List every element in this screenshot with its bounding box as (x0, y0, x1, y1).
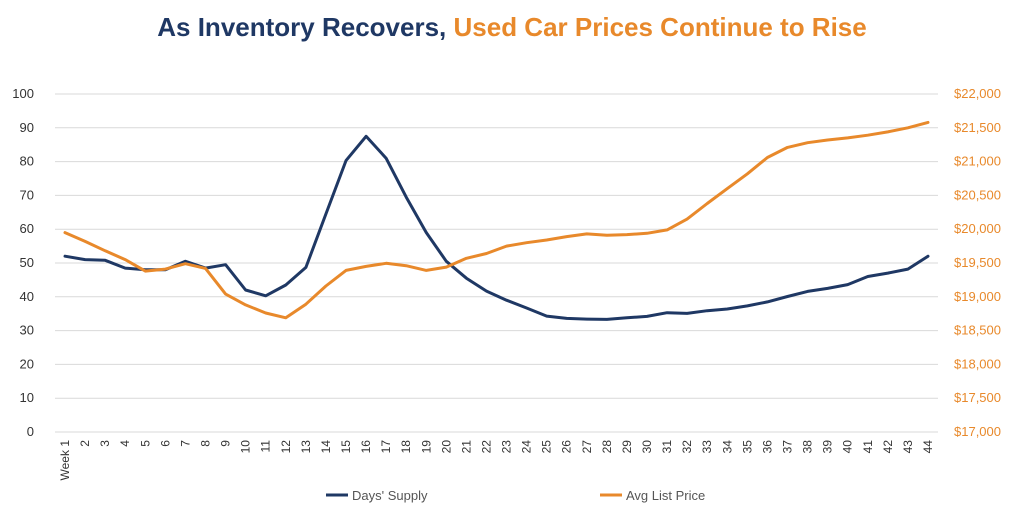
left-tick-label: 90 (20, 120, 34, 135)
left-tick-label: 20 (20, 356, 34, 371)
x-tick-label: 5 (138, 440, 152, 447)
right-tick-label: $17,500 (954, 390, 1001, 405)
x-tick-label: 43 (901, 440, 915, 454)
x-tick-label: 18 (399, 440, 413, 454)
x-tick-label: 6 (158, 440, 172, 447)
left-axis-ticks: 0 10 20 30 40 50 60 70 80 90 100 (12, 86, 34, 439)
x-tick-label: 15 (339, 440, 353, 454)
x-tick-label: 29 (620, 440, 634, 454)
right-tick-label: $21,500 (954, 120, 1001, 135)
right-tick-label: $22,000 (954, 86, 1001, 101)
left-tick-label: 60 (20, 221, 34, 236)
left-tick-label: 100 (12, 86, 34, 101)
x-tick-label: Week 1 (58, 440, 72, 481)
x-tick-label: 39 (821, 440, 835, 454)
x-tick-label: 7 (178, 440, 192, 447)
x-tick-label: 35 (740, 440, 754, 454)
x-tick-label: 44 (921, 440, 935, 454)
right-tick-label: $21,000 (954, 154, 1001, 169)
x-tick-label: 13 (299, 440, 313, 454)
right-tick-label: $18,000 (954, 356, 1001, 371)
left-tick-label: 0 (27, 424, 34, 439)
legend-label: Days' Supply (352, 488, 428, 503)
x-tick-label: 26 (560, 440, 574, 454)
x-tick-label: 27 (580, 440, 594, 454)
gridlines (55, 93, 938, 433)
series-lines (63, 120, 930, 321)
x-tick-label: 37 (780, 440, 794, 454)
x-tick-label: 22 (479, 440, 493, 454)
chart-title-part2: Used Car Prices Continue to Rise (453, 12, 867, 42)
chart-title: As Inventory Recovers, Used Car Prices C… (0, 12, 1024, 43)
legend: Days' Supply Avg List Price (326, 488, 705, 503)
left-tick-label: 50 (20, 255, 34, 270)
x-tick-label: 24 (520, 440, 534, 454)
series-line-days-supply (63, 134, 930, 321)
x-tick-label: 20 (439, 440, 453, 454)
right-tick-label: $17,000 (954, 424, 1001, 439)
x-tick-label: 2 (78, 440, 92, 447)
right-tick-label: $20,000 (954, 221, 1001, 236)
x-tick-label: 25 (540, 440, 554, 454)
series-line-avg-list-price (63, 120, 930, 320)
x-tick-label: 33 (700, 440, 714, 454)
x-tick-label: 32 (680, 440, 694, 454)
left-tick-label: 70 (20, 187, 34, 202)
right-tick-label: $19,000 (954, 289, 1001, 304)
right-tick-label: $18,500 (954, 323, 1001, 338)
x-tick-label: 36 (760, 440, 774, 454)
chart-title-part1: As Inventory Recovers, (157, 12, 447, 42)
x-tick-label: 12 (279, 440, 293, 454)
left-tick-label: 40 (20, 289, 34, 304)
x-tick-label: 10 (239, 440, 253, 454)
x-tick-label: 34 (720, 440, 734, 454)
x-tick-label: 9 (219, 440, 233, 447)
left-tick-label: 30 (20, 323, 34, 338)
x-tick-label: 17 (379, 440, 393, 454)
x-tick-label: 16 (359, 440, 373, 454)
x-tick-label: 41 (861, 440, 875, 454)
x-tick-label: 4 (118, 440, 132, 447)
right-tick-label: $19,500 (954, 255, 1001, 270)
x-tick-label: 40 (841, 440, 855, 454)
x-tick-label: 28 (600, 440, 614, 454)
right-tick-label: $20,500 (954, 187, 1001, 202)
x-tick-label: 30 (640, 440, 654, 454)
x-tick-label: 3 (98, 440, 112, 447)
x-axis-ticks: Week 1 2 3 4 5 6 7 8 9 10 11 12 13 14 15 16 17 18 19 20 21 22… (58, 440, 935, 481)
x-tick-label: 42 (881, 440, 895, 454)
x-tick-label: 38 (801, 440, 815, 454)
x-tick-label: 21 (459, 440, 473, 454)
left-tick-label: 10 (20, 390, 34, 405)
x-tick-label: 14 (319, 440, 333, 454)
x-tick-label: 31 (660, 440, 674, 454)
x-tick-label: 11 (259, 440, 273, 453)
left-tick-label: 80 (20, 154, 34, 169)
x-tick-label: 8 (199, 440, 213, 447)
legend-label: Avg List Price (626, 488, 705, 503)
x-tick-label: 23 (500, 440, 514, 454)
right-axis-ticks: $17,000 $17,500 $18,000 $18,500 $19,000 $19,5… (954, 86, 1001, 439)
x-tick-label: 19 (419, 440, 433, 454)
